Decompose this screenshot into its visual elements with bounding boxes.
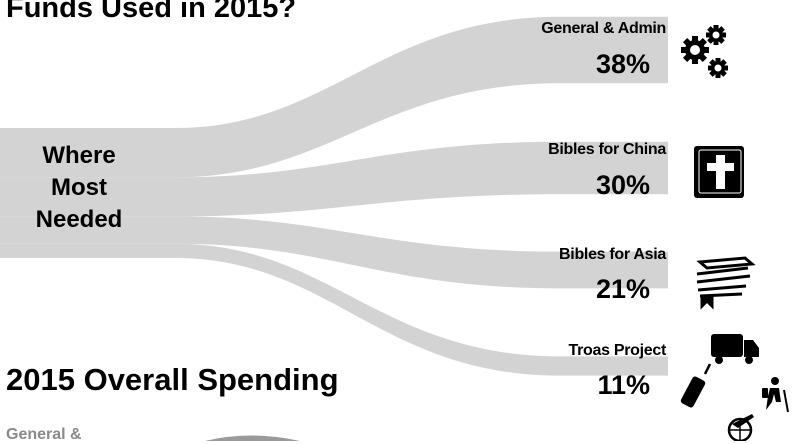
flow-label-troas-project: Troas Project (568, 342, 667, 359)
gears-icon (681, 25, 728, 78)
flow-label-bibles-asia: Bibles for Asia (559, 246, 666, 263)
flow-label-bibles-china: Bibles for China (548, 141, 666, 158)
sankey-flows (0, 16, 668, 376)
pie-slice-label-partial: General & (6, 426, 82, 443)
flow-value-general-admin: 38% (595, 49, 650, 79)
flow-band-bibles-for-asia (0, 216, 668, 289)
source-node-label: Where Most Needed (20, 140, 138, 236)
pie-chart-partial (205, 435, 300, 441)
stacked-books-icon (696, 256, 756, 310)
flow-band-general-admin (0, 16, 668, 178)
flow-label-general-admin: General & Admin (541, 20, 666, 37)
pie-slice-edge (205, 435, 300, 441)
luggage-icon (680, 363, 712, 408)
flow-value-troas-project: 11% (597, 370, 650, 400)
truck-icon (711, 334, 759, 364)
source-line-3: Needed (35, 206, 123, 233)
source-line-1: Where (42, 142, 116, 169)
flow-value-bibles-asia: 21% (595, 274, 650, 304)
chart-title: Funds Used in 2015? (6, 0, 297, 24)
flow-band-troas-project (0, 243, 668, 376)
secondary-chart-title: 2015 Overall Spending (6, 362, 339, 397)
globe-plane-icon (727, 414, 754, 441)
hiker-icon (762, 377, 789, 413)
source-line-2: Most (51, 174, 107, 201)
flow-band-bibles-for-china (0, 141, 668, 217)
travel-icons (680, 334, 789, 441)
bible-cross-icon (694, 146, 744, 198)
flow-value-bibles-china: 30% (595, 170, 650, 200)
